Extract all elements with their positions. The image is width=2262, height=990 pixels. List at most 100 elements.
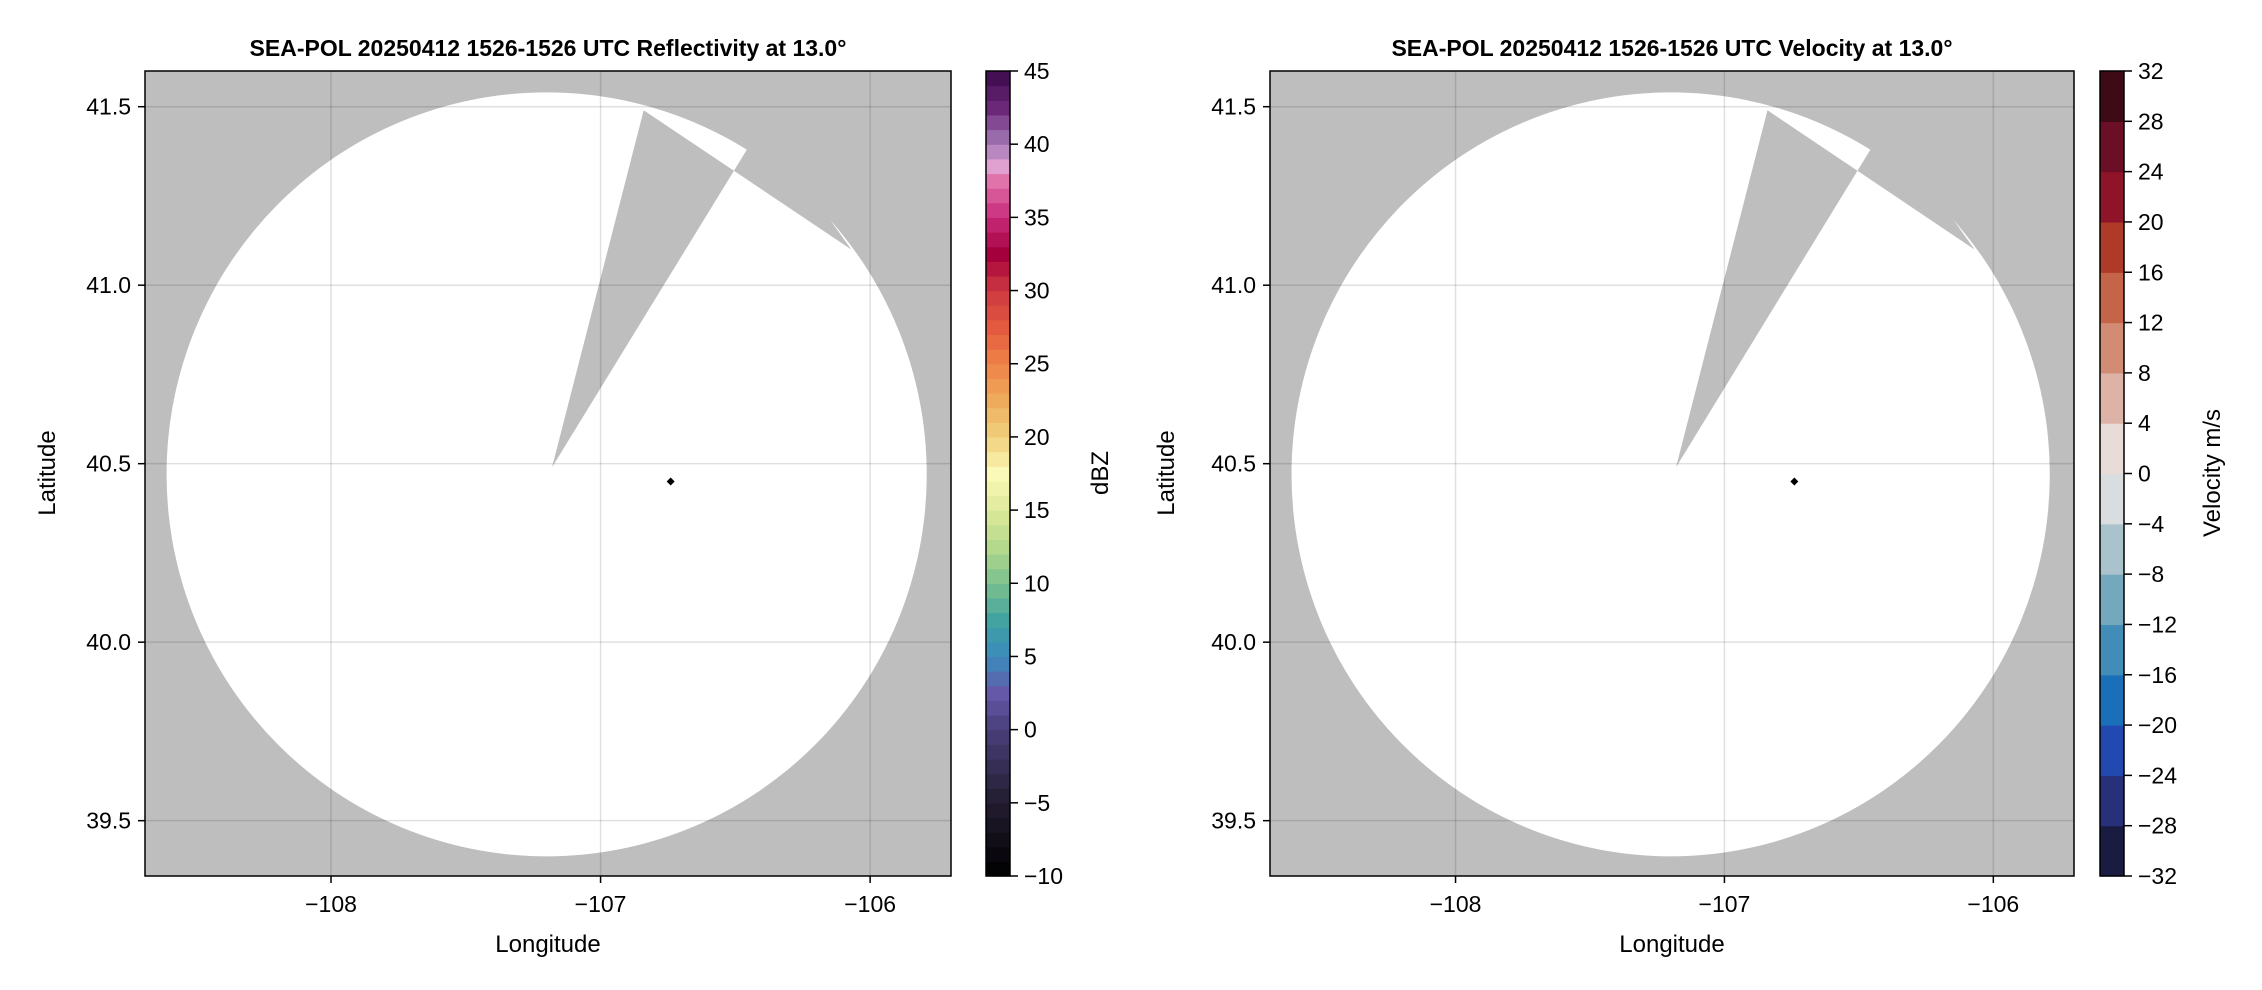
reflectivity-colorbar-label: dBZ	[1087, 451, 1114, 495]
colorbar-tick-label: −4	[2138, 511, 2164, 537]
colorbar-band	[986, 671, 1010, 687]
colorbar-band	[986, 480, 1010, 497]
colorbar-band	[986, 393, 1010, 409]
colorbar-band	[986, 407, 1010, 423]
colorbar-band	[986, 788, 1010, 804]
colorbar-band	[986, 729, 1010, 745]
colorbar-band	[986, 217, 1010, 233]
colorbar-tick-label: 10	[1024, 570, 1050, 596]
colorbar-band	[986, 495, 1010, 511]
plot-area	[1270, 71, 2074, 876]
colorbar-band	[986, 158, 1010, 175]
velocity-panel: SEA-POL 20250412 1526-1526 UTC Velocity …	[1153, 35, 2226, 958]
colorbar-band	[986, 715, 1010, 731]
x-tick-label: −106	[1967, 891, 2019, 917]
y-tick-label: 41.5	[1211, 94, 1256, 120]
colorbar-tick-label: 4	[2138, 410, 2151, 436]
y-tick-label: 41.5	[86, 94, 131, 120]
colorbar-tick-label: 0	[2138, 461, 2151, 487]
colorbar-tick-label: −28	[2138, 813, 2177, 839]
axes-frame	[144, 70, 952, 877]
axes-frame	[1269, 70, 2075, 877]
colorbar-band	[986, 436, 1010, 453]
colorbar-band	[2100, 775, 2124, 827]
velocity-xlabel: Longitude	[1619, 931, 1724, 958]
y-tick-label: 39.5	[1211, 808, 1256, 834]
colorbar-band	[986, 202, 1010, 218]
colorbar-band	[986, 349, 1010, 365]
y-tick-label: 40.0	[1211, 629, 1256, 655]
x-tick-label: −107	[1699, 891, 1751, 917]
y-tick-label: 41.0	[86, 272, 131, 298]
colorbar-band	[986, 246, 1010, 262]
colorbar-band	[986, 656, 1010, 672]
reflectivity-xlabel: Longitude	[495, 931, 600, 958]
colorbar-band	[986, 85, 1010, 101]
colorbar-band	[986, 173, 1010, 189]
radar-location-marker	[1790, 477, 1799, 486]
colorbar-band	[2100, 272, 2124, 324]
y-tick-label: 40.5	[86, 451, 131, 477]
colorbar-band	[986, 832, 1010, 848]
y-tick-label: 39.5	[86, 808, 131, 834]
colorbar-tick-label: −24	[2138, 762, 2177, 788]
colorbar-band	[986, 305, 1010, 321]
colorbar-band	[2100, 624, 2124, 676]
colorbar-band	[2100, 71, 2124, 122]
reflectivity-title: SEA-POL 20250412 1526-1526 UTC Reflectiv…	[250, 35, 847, 61]
colorbar-band	[986, 700, 1010, 716]
colorbar-band	[986, 758, 1010, 775]
colorbar-tick-label: −8	[2138, 561, 2164, 587]
colorbar-band	[986, 144, 1010, 160]
colorbar-band	[986, 641, 1010, 658]
colorbar-band	[2100, 473, 2124, 525]
colorbar-band	[986, 232, 1010, 248]
colorbar-band	[986, 261, 1010, 277]
colorbar-band	[986, 510, 1010, 526]
colorbar-tick-label: 12	[2138, 310, 2164, 336]
x-tick-label: −108	[305, 891, 357, 917]
x-tick-label: −108	[1430, 891, 1482, 917]
colorbar-tick-label: 20	[1024, 424, 1050, 450]
colorbar-band	[2100, 322, 2124, 374]
velocity-title: SEA-POL 20250412 1526-1526 UTC Velocity …	[1391, 35, 1952, 61]
colorbar-tick-label: −20	[2138, 712, 2177, 738]
colorbar-band	[986, 612, 1010, 628]
plot-area	[145, 71, 951, 876]
x-tick-label: −106	[844, 891, 896, 917]
colorbar-band	[986, 378, 1010, 394]
velocity-colorbar-label: Velocity m/s	[2199, 409, 2226, 537]
velocity-ylabel: Latitude	[1153, 430, 1180, 515]
colorbar-tick-label: 40	[1024, 131, 1050, 157]
colorbar-band	[986, 334, 1010, 350]
colorbar-band	[986, 861, 1010, 877]
colorbar-tick-label: 32	[2138, 58, 2164, 84]
colorbar-tick-label: 5	[1024, 643, 1037, 669]
blocked-sector	[552, 110, 852, 468]
colorbar-tick-label: −32	[2138, 863, 2177, 889]
colorbar-band	[986, 539, 1010, 555]
colorbar-tick-label: 35	[1024, 204, 1050, 230]
colorbar-tick-label: −5	[1024, 790, 1050, 816]
colorbar-tick-label: 25	[1024, 351, 1050, 377]
radar-location-marker	[666, 477, 675, 486]
y-tick-label: 41.0	[1211, 272, 1256, 298]
colorbar-band	[2100, 372, 2124, 424]
y-tick-label: 40.0	[86, 629, 131, 655]
colorbar-band	[2100, 825, 2124, 877]
colorbar-band	[986, 466, 1010, 482]
colorbar-band	[986, 817, 1010, 833]
colorbar-band	[986, 422, 1010, 438]
colorbar-band	[2100, 725, 2124, 776]
colorbar-band	[986, 627, 1010, 643]
colorbar-band	[986, 71, 1010, 87]
reflectivity-ylabel: Latitude	[34, 430, 61, 515]
colorbar-tick-label: −16	[2138, 662, 2177, 688]
radar-coverage-disk	[166, 92, 927, 857]
colorbar-band	[986, 275, 1010, 292]
y-tick-label: 40.5	[1211, 451, 1256, 477]
colorbar-band	[986, 129, 1010, 145]
colorbar-tick-label: 0	[1024, 717, 1037, 743]
colorbar-band	[2100, 574, 2124, 626]
